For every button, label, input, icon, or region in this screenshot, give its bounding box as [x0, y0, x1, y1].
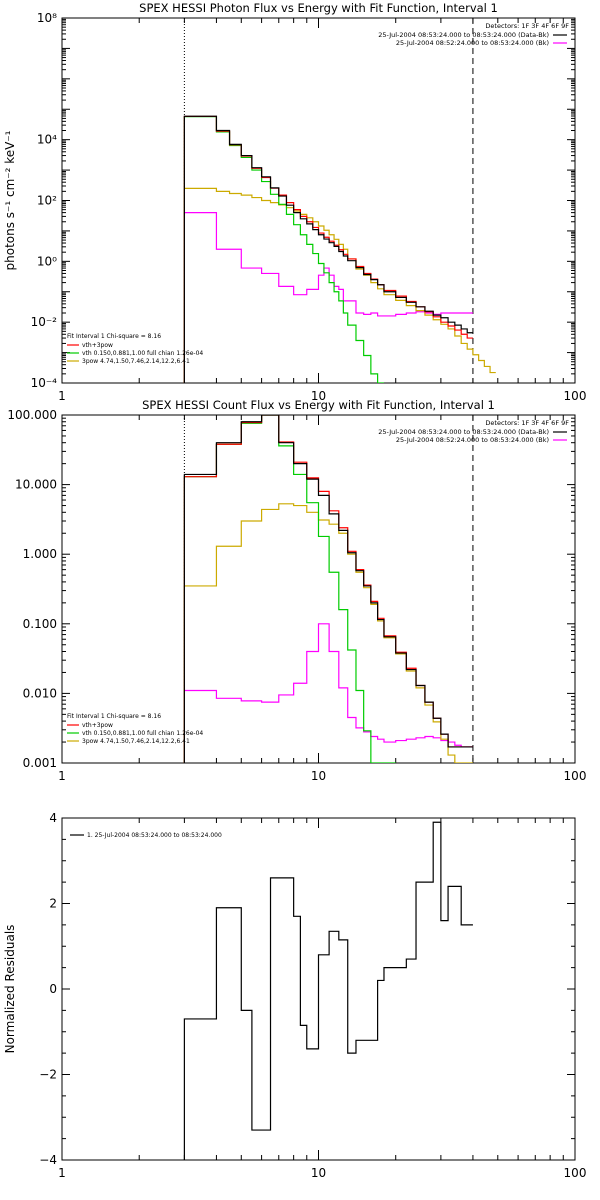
y-tick-label: 10⁰: [37, 254, 57, 268]
y-tick-label: 0.100: [23, 617, 57, 631]
x-tick-label: 10: [311, 1166, 326, 1180]
x-tick-label: 1: [58, 1166, 66, 1180]
photon-flux-panel: SPEX HESSI Photon Flux vs Energy with Fi…: [3, 1, 586, 403]
fit-header: Fit Interval 1 Chi-square = 8.16: [67, 333, 161, 340]
y-tick-label: 0.010: [23, 686, 57, 700]
y-tick-label: 4: [49, 811, 57, 825]
y-tick-label: 2: [49, 897, 57, 911]
series-line-0: [183, 821, 473, 1160]
series-group: [183, 415, 473, 763]
legend-bottom-entry: vth 0.150,0.881,1.00 full chian 1.26e-04: [82, 730, 203, 737]
series-line-0: [183, 115, 473, 383]
y-tick-label: 1.000: [23, 547, 57, 561]
legend-bottom-entry: vth+3pow: [82, 342, 113, 349]
series-group: [183, 115, 496, 383]
x-tick-label: 1: [58, 769, 66, 783]
count-flux-panel: SPEX HESSI Count Flux vs Energy with Fit…: [7, 398, 586, 783]
series-line-3: [183, 187, 496, 383]
x-tick-label: 100: [564, 769, 587, 783]
y-tick-label: 100.000: [7, 408, 57, 422]
residuals-panel: 1 10 100 −4 −2 0 2 4 Normalized Residuals 1. 25-J…: [3, 811, 586, 1180]
y-axis-label: Normalized Residuals: [3, 925, 17, 1054]
y-tick-label: −2: [39, 1068, 57, 1082]
detectors-label: Detectors: 1F 3F 4F 6F 9F: [485, 22, 569, 30]
y-tick-label: 0.001: [23, 756, 57, 770]
plot-frame: [61, 17, 576, 384]
legend-entry: 1. 25-Jul-2004 08:53:24.000 to 08:53:24.…: [87, 832, 222, 839]
y-tick-label: −4: [39, 1153, 57, 1167]
y-tick-label: 10⁴: [37, 133, 57, 147]
legend-top-entry: 25-Jul-2004 08:53:24.000 to 08:53:24.000…: [378, 31, 549, 39]
fit-header: Fit Interval 1 Chi-square = 8.16: [67, 713, 161, 720]
y-axis-label: photons s⁻¹ cm⁻² keV⁻¹: [3, 130, 17, 270]
legend-bottom-entry: vth+3pow: [82, 722, 113, 729]
plot-frame: [61, 414, 576, 764]
x-tick-label: 10: [311, 769, 326, 783]
x-tick-label: 100: [564, 1166, 587, 1180]
legend-top-entry: 25-Jul-2004 08:52:24.000 to 08:53:24.000…: [396, 39, 549, 47]
x-tick-label: 10: [311, 389, 326, 403]
x-tick-label: 100: [564, 389, 587, 403]
y-tick-label: 10.000: [15, 478, 57, 492]
chart-title: SPEX HESSI Count Flux vs Energy with Fit…: [142, 398, 495, 412]
legend-top-entry: 25-Jul-2004 08:52:24.000 to 08:53:24.000…: [396, 436, 549, 444]
legend-bottom-entry: vth 0.150,0.881,1.00 full chian 1.26e-04: [82, 350, 203, 357]
y-tick-label: 10²: [37, 194, 57, 208]
series-line-4: [183, 623, 473, 763]
detectors-label: Detectors: 1F 3F 4F 6F 9F: [485, 419, 569, 427]
legend-bottom-entry: 3pow 4.74,1.50,7.46,2.14,12.2,6.41: [82, 358, 190, 365]
y-tick-label: 10⁸: [37, 11, 57, 25]
legend-top-entry: 25-Jul-2004 08:53:24.000 to 08:53:24.000…: [378, 428, 549, 436]
x-tick-label: 1: [58, 389, 66, 403]
y-tick-label: 0: [49, 982, 57, 996]
series-line-1: [183, 415, 473, 763]
series-group: [183, 821, 473, 1160]
series-line-2: [183, 116, 384, 383]
y-tick-label: 10⁻²: [31, 315, 58, 329]
chart-title: SPEX HESSI Photon Flux vs Energy with Fi…: [139, 1, 498, 15]
y-tick-label: 10⁻⁴: [31, 376, 58, 390]
legend-bottom-entry: 3pow 4.74,1.50,7.46,2.14,12.2,6.41: [82, 738, 190, 745]
series-line-0: [183, 415, 473, 763]
